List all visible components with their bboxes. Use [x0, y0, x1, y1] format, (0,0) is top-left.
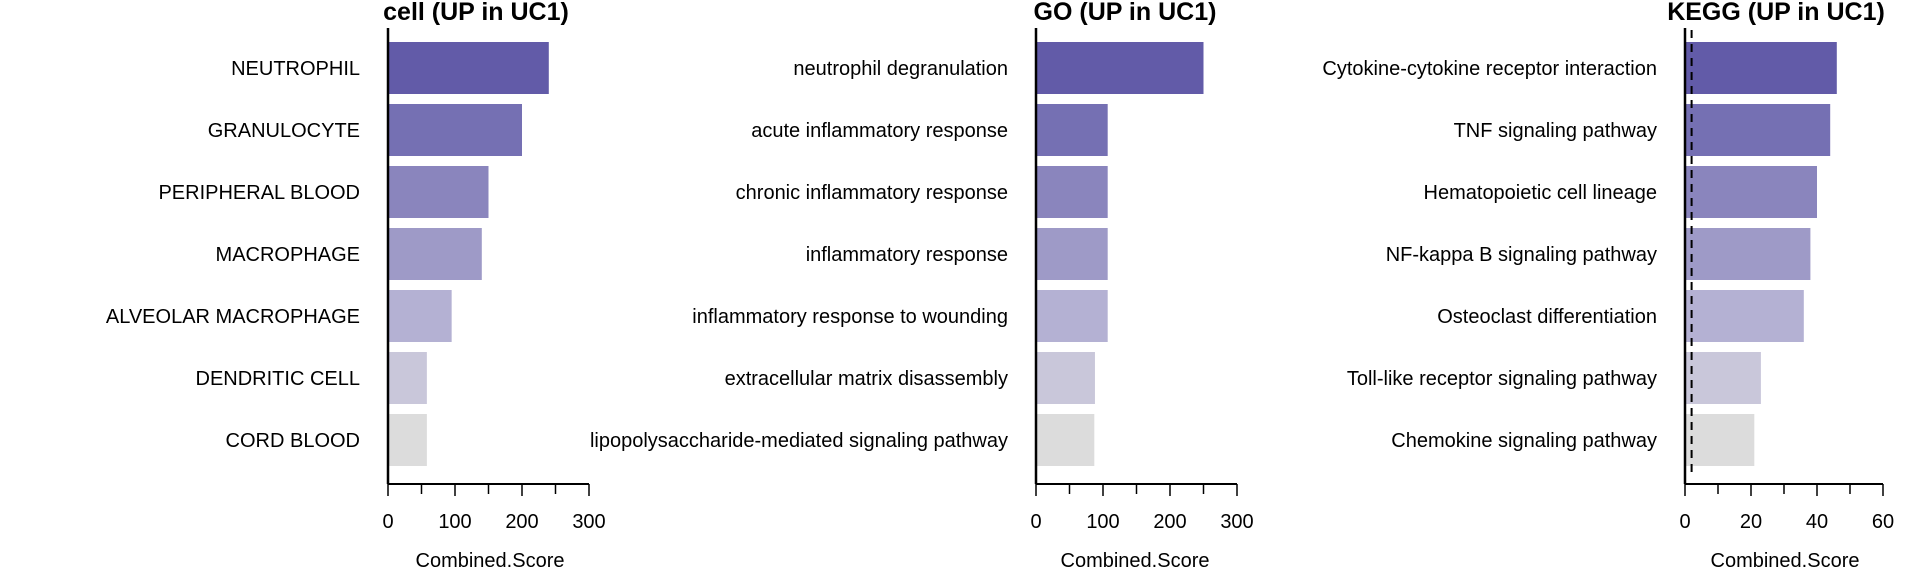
bar: [1685, 166, 1817, 218]
x-axis-title: Combined.Score: [1711, 550, 1860, 572]
bars-group: [388, 42, 549, 466]
bar: [1036, 42, 1204, 94]
x-tick-label: 300: [572, 511, 605, 533]
bar: [1036, 228, 1108, 280]
x-axis-title: Combined.Score: [1061, 550, 1210, 572]
bar: [1036, 290, 1108, 342]
category-labels: Cytokine-cytokine receptor interaction TN…: [1322, 58, 1657, 452]
x-tick-label: 60: [1872, 511, 1894, 533]
bar: [388, 166, 489, 218]
bar: [1685, 290, 1804, 342]
category-label: Toll-like receptor signaling pathway: [1347, 368, 1657, 390]
x-tick-label: 0: [382, 511, 393, 533]
bar: [388, 290, 452, 342]
category-label: inflammatory response: [806, 244, 1008, 266]
category-labels: neutrophil degranulation acute inflammato…: [590, 58, 1008, 452]
x-tick-label: 0: [1679, 511, 1690, 533]
category-label: MACROPHAGE: [216, 244, 360, 266]
x-axis-title: Combined.Score: [416, 550, 565, 572]
x-tick-label: 300: [1220, 511, 1253, 533]
x-axis: 0 20 40 60: [1679, 28, 1894, 533]
category-label: PERIPHERAL BLOOD: [158, 182, 360, 204]
bars-group: [1036, 42, 1204, 466]
bar: [1036, 414, 1095, 466]
x-tick-label: 0: [1030, 511, 1041, 533]
category-label: acute inflammatory response: [751, 120, 1008, 142]
bar: [1685, 42, 1837, 94]
chart-title: GO (UP in UC1): [1034, 0, 1217, 26]
bar: [1036, 352, 1095, 404]
bar: [388, 104, 522, 156]
category-label: neutrophil degranulation: [793, 58, 1008, 80]
bar: [1685, 228, 1811, 280]
x-tick-label: 100: [438, 511, 471, 533]
category-label: NF-kappa B signaling pathway: [1386, 244, 1657, 266]
panel-cell: cell (UP in UC1) NEUTROPHIL GRANULOCYTE PE…: [106, 0, 606, 572]
bar: [1036, 104, 1108, 156]
category-label: Chemokine signaling pathway: [1391, 430, 1657, 452]
bar: [388, 42, 549, 94]
bar: [1685, 414, 1755, 466]
category-label: Osteoclast differentiation: [1437, 306, 1657, 328]
bar: [1036, 166, 1108, 218]
category-label: chronic inflammatory response: [736, 182, 1008, 204]
panel-kegg: KEGG (UP in UC1) Cytokine-cytokine recep…: [1322, 0, 1894, 572]
category-label: NEUTROPHIL: [231, 58, 360, 80]
panel-go: GO (UP in UC1) neutrophil degranulation a…: [590, 0, 1254, 572]
x-tick-label: 20: [1740, 511, 1762, 533]
category-label: lipopolysaccharide-mediated signaling pa…: [590, 430, 1008, 452]
x-axis: 0 100 200 300: [382, 28, 606, 533]
bar: [388, 228, 482, 280]
x-tick-label: 200: [1153, 511, 1186, 533]
category-labels: NEUTROPHIL GRANULOCYTE PERIPHERAL BLOOD MAC…: [106, 58, 360, 452]
category-label: DENDRITIC CELL: [196, 368, 360, 390]
category-label: ALVEOLAR MACROPHAGE: [106, 306, 360, 328]
bar: [1685, 352, 1761, 404]
x-tick-label: 40: [1806, 511, 1828, 533]
x-tick-label: 100: [1086, 511, 1119, 533]
category-label: GRANULOCYTE: [208, 120, 360, 142]
category-label: Hematopoietic cell lineage: [1424, 182, 1657, 204]
category-label: extracellular matrix disassembly: [725, 368, 1008, 390]
x-tick-label: 200: [505, 511, 538, 533]
x-axis: 0 100 200 300: [1030, 28, 1254, 533]
bars-group: [1685, 42, 1837, 466]
bar: [1685, 104, 1831, 156]
category-label: TNF signaling pathway: [1454, 120, 1657, 142]
chart-title: KEGG (UP in UC1): [1667, 0, 1885, 26]
category-label: CORD BLOOD: [226, 430, 360, 452]
category-label: Cytokine-cytokine receptor interaction: [1322, 58, 1657, 80]
chart-title: cell (UP in UC1): [383, 0, 569, 26]
bar: [388, 352, 427, 404]
category-label: inflammatory response to wounding: [692, 306, 1008, 328]
bar: [388, 414, 427, 466]
